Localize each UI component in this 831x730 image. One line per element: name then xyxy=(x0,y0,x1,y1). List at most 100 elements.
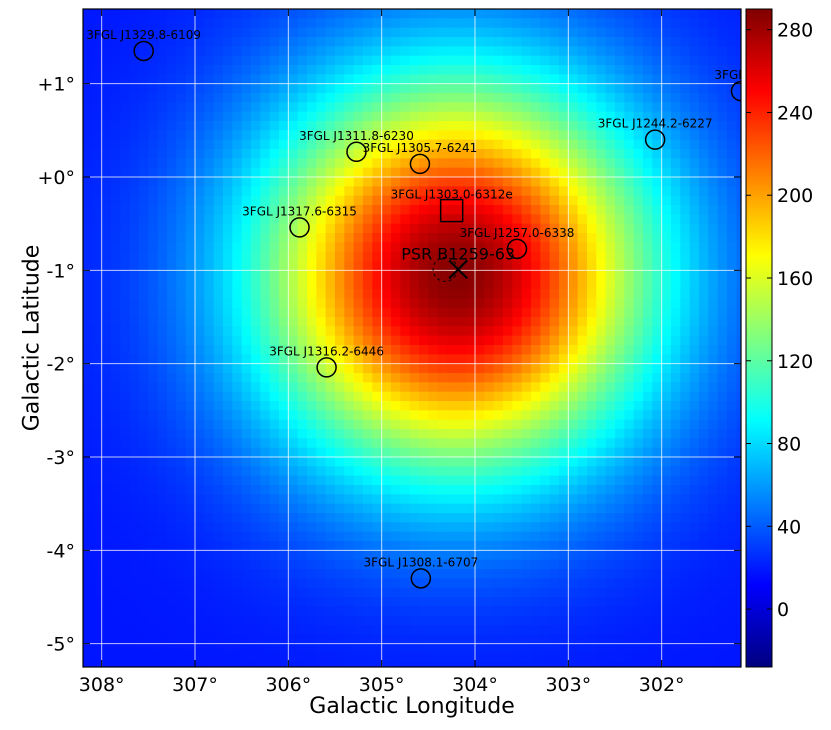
heatmap-pixel xyxy=(185,363,196,374)
heatmap-pixel xyxy=(213,503,224,514)
heatmap-pixel xyxy=(195,158,205,169)
heatmap-pixel xyxy=(605,410,616,421)
heatmap-pixel xyxy=(176,419,187,430)
heatmap-pixel xyxy=(129,18,140,29)
heatmap-pixel xyxy=(643,345,653,355)
heatmap-pixel xyxy=(419,447,429,458)
heatmap-pixel xyxy=(633,55,644,66)
heatmap-pixel xyxy=(699,634,709,645)
heatmap-pixel xyxy=(475,438,485,449)
heatmap-pixel xyxy=(269,167,280,178)
heatmap-pixel xyxy=(391,587,401,598)
heatmap-pixel xyxy=(587,195,597,206)
heatmap-pixel xyxy=(661,419,672,430)
heatmap-pixel xyxy=(139,93,149,103)
heatmap-pixel xyxy=(605,307,616,318)
heatmap-pixel xyxy=(699,186,709,197)
heatmap-pixel xyxy=(596,270,607,281)
heatmap-pixel xyxy=(596,326,607,337)
heatmap-pixel xyxy=(232,447,243,458)
heatmap-pixel xyxy=(559,597,569,607)
heatmap-pixel xyxy=(363,522,373,533)
heatmap-pixel xyxy=(251,307,261,318)
heatmap-pixel xyxy=(549,139,560,150)
heatmap-pixel xyxy=(381,373,392,383)
heatmap-pixel xyxy=(148,289,159,299)
heatmap-pixel xyxy=(717,149,728,159)
heatmap-pixel xyxy=(400,401,411,411)
heatmap-pixel xyxy=(568,326,579,337)
heatmap-pixel xyxy=(475,9,485,19)
heatmap-pixel xyxy=(577,317,588,327)
heatmap-pixel xyxy=(353,531,364,542)
heatmap-pixel xyxy=(381,391,392,402)
heatmap-pixel xyxy=(633,429,644,439)
heatmap-pixel xyxy=(708,167,719,178)
heatmap-pixel xyxy=(624,447,635,458)
heatmap-pixel xyxy=(456,149,467,159)
heatmap-pixel xyxy=(596,149,607,159)
heatmap-pixel xyxy=(512,625,523,635)
heatmap-pixel xyxy=(344,438,355,449)
heatmap-pixel xyxy=(372,531,383,542)
heatmap-pixel xyxy=(101,569,112,579)
heatmap-pixel xyxy=(549,541,560,551)
heatmap-pixel xyxy=(409,550,420,561)
heatmap-pixel xyxy=(447,354,457,365)
heatmap-pixel xyxy=(297,55,308,66)
heatmap-pixel xyxy=(279,130,289,141)
heatmap-pixel xyxy=(353,513,364,523)
heatmap-pixel xyxy=(101,130,112,141)
heatmap-pixel xyxy=(223,503,233,514)
heatmap-pixel xyxy=(484,317,495,327)
heatmap-pixel xyxy=(363,214,373,225)
heatmap-pixel xyxy=(437,447,448,458)
heatmap-pixel xyxy=(372,559,383,570)
heatmap-pixel xyxy=(456,214,467,225)
heatmap-pixel xyxy=(428,195,439,206)
heatmap-pixel xyxy=(307,438,317,449)
heatmap-pixel xyxy=(605,419,616,430)
heatmap-pixel xyxy=(223,37,233,47)
heatmap-pixel xyxy=(493,513,504,523)
heatmap-pixel xyxy=(419,233,429,243)
heatmap-pixel xyxy=(139,634,149,645)
heatmap-pixel xyxy=(652,37,663,47)
heatmap-pixel xyxy=(456,233,467,243)
heatmap-pixel xyxy=(493,494,504,505)
heatmap-pixel xyxy=(372,251,383,262)
heatmap-pixel xyxy=(316,158,327,169)
heatmap-pixel xyxy=(531,419,541,430)
heatmap-pixel xyxy=(288,354,299,365)
heatmap-pixel xyxy=(391,214,401,225)
heatmap-pixel xyxy=(699,177,709,187)
heatmap-pixel xyxy=(633,223,644,234)
heatmap-pixel xyxy=(279,429,289,439)
heatmap-pixel xyxy=(680,102,691,113)
heatmap-pixel xyxy=(680,167,691,178)
heatmap-pixel xyxy=(251,401,261,411)
heatmap-pixel xyxy=(437,363,448,374)
heatmap-pixel xyxy=(568,158,579,169)
heatmap-pixel xyxy=(465,522,476,533)
heatmap-pixel xyxy=(428,289,439,299)
heatmap-pixel xyxy=(232,65,243,75)
heatmap-pixel xyxy=(176,242,187,253)
heatmap-pixel xyxy=(139,46,149,57)
heatmap-pixel xyxy=(540,111,551,122)
heatmap-pixel xyxy=(615,102,625,113)
heatmap-pixel xyxy=(708,74,719,85)
heatmap-pixel xyxy=(307,37,317,47)
heatmap-pixel xyxy=(671,485,681,495)
heatmap-pixel xyxy=(148,167,159,178)
heatmap-pixel xyxy=(307,625,317,635)
heatmap-pixel xyxy=(167,401,177,411)
heatmap-pixel xyxy=(241,317,252,327)
heatmap-pixel xyxy=(167,242,177,253)
heatmap-pixel xyxy=(353,83,364,94)
heatmap-pixel xyxy=(549,475,560,486)
heatmap-pixel xyxy=(288,326,299,337)
heatmap-pixel xyxy=(101,363,112,374)
heatmap-pixel xyxy=(176,625,187,635)
heatmap-pixel xyxy=(391,149,401,159)
